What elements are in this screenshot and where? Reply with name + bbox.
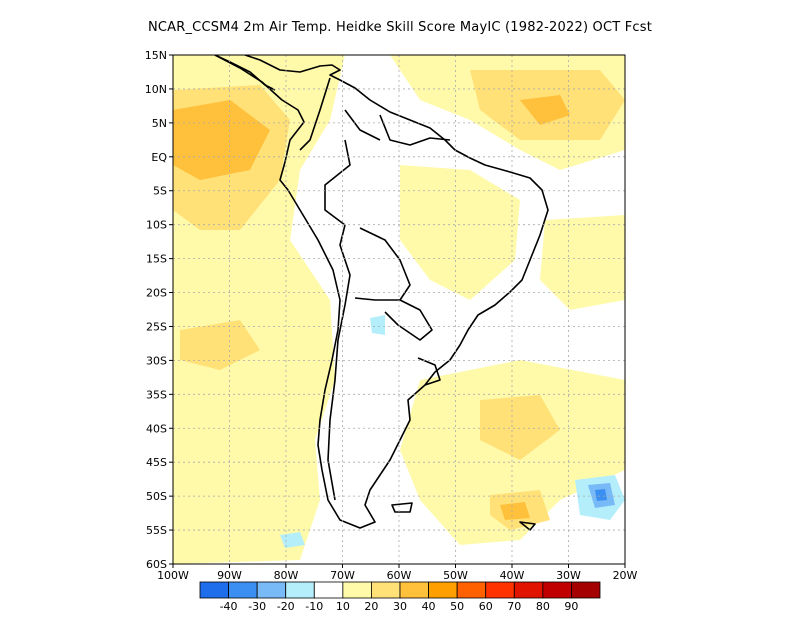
colorbar-swatch (399, 581, 429, 599)
shading-10-20-central-atlantic (540, 215, 625, 310)
colorbar-swatch (342, 581, 372, 599)
colorbar-label: 50 (450, 600, 464, 613)
skill-score-field (173, 55, 625, 564)
border-chile-argentina (327, 304, 346, 501)
colorbar-label: 10 (336, 600, 350, 613)
lat-label-5n: 5N (152, 117, 167, 130)
lat-label-20s: 20S (146, 287, 167, 300)
lat-label-15n: 15N (145, 49, 167, 62)
lat-label-30s: 30S (146, 354, 167, 367)
lon-label-90w: 90W (217, 569, 242, 582)
colorbar-swatch (313, 581, 344, 599)
border-uruguay (417, 357, 441, 386)
shading-30-40-south-atlantic (500, 502, 530, 520)
colorbar: -40 -30 -20 -10 10 20 30 40 50 60 70 80 90 (199, 581, 601, 613)
colorbar-swatch (428, 581, 458, 599)
border-venezuela (344, 109, 381, 141)
lon-label-70w: 70W (330, 569, 355, 582)
colorbar-label: 60 (479, 600, 493, 613)
lon-label-80w: 80W (274, 569, 299, 582)
colorbar-label: 80 (536, 600, 550, 613)
latitude-labels: 15N 10N 5N EQ 5S 10S 15S 20S 25S 30S 35S 40S 45S 50S 5… (145, 49, 173, 571)
coastline-south-georgia (519, 521, 536, 531)
border-guianas (379, 114, 451, 146)
lon-label-60w: 60W (387, 569, 412, 582)
lat-label-25s: 25S (146, 320, 167, 333)
lat-label-5s: 5S (153, 185, 167, 198)
shading-20-30-south-atlantic (480, 395, 560, 460)
map-title: NCAR_CCSM4 2m Air Temp. Heidke Skill Sco… (147, 20, 653, 35)
lon-label-40w: 40W (500, 569, 525, 582)
colorbar-swatch (256, 581, 287, 599)
colorbar-label: 90 (564, 600, 578, 613)
colorbar-swatch (285, 581, 315, 599)
colorbar-swatch (371, 581, 401, 599)
lat-label-55s: 55S (146, 524, 167, 537)
lon-label-30w: 30W (556, 569, 581, 582)
coastline-central-america (214, 55, 276, 91)
colorbar-swatch (485, 581, 515, 599)
lat-label-35s: 35S (146, 388, 167, 401)
colorbar-swatch (542, 581, 572, 599)
colorbar-swatch (228, 581, 258, 599)
lat-label-60s: 60S (146, 558, 167, 571)
colorbar-swatch (571, 581, 601, 599)
lat-label-10s: 10S (146, 219, 167, 232)
lat-label-15s: 15S (146, 253, 167, 266)
shading-neg10-20-argentina (370, 315, 385, 335)
shading-30-40-east-atlantic (520, 95, 570, 125)
colorbar-label: 70 (507, 600, 521, 613)
colorbar-label: 20 (364, 600, 378, 613)
lat-lon-gridlines (173, 55, 625, 564)
border-paraguay (384, 299, 433, 341)
border-colombia (299, 77, 331, 151)
colorbar-label: -10 (305, 600, 323, 613)
shading-30-40-pacific (173, 100, 270, 180)
lat-label-45s: 45S (146, 456, 167, 469)
lon-label-100w: 100W (157, 569, 189, 582)
shading-10-20-brazil (400, 165, 520, 300)
lon-label-50w: 50W (443, 569, 468, 582)
coastline-falklands (391, 502, 413, 513)
lat-label-40s: 40S (146, 422, 167, 435)
longitude-labels: 100W 90W 80W 70W 60W 50W 40W 30W 20W (157, 564, 638, 582)
lat-label-50s: 50S (146, 490, 167, 503)
colorbar-swatch (513, 581, 544, 599)
colorbar-label: -20 (277, 600, 295, 613)
lat-label-10n: 10N (145, 83, 167, 96)
colorbar-swatch (199, 581, 229, 599)
colorbar-label: 30 (393, 600, 407, 613)
lon-label-20w: 20W (613, 569, 638, 582)
colorbar-swatch (456, 581, 487, 599)
colorbar-label: -40 (220, 600, 238, 613)
lat-label-eq: EQ (151, 151, 167, 164)
border-bolivia-brazil (354, 227, 411, 301)
shading-20-30-southwest-pacific (180, 320, 260, 370)
shading-neg30-40-south-atlantic (595, 489, 607, 501)
colorbar-label: -30 (248, 600, 266, 613)
colorbar-label: 40 (422, 600, 436, 613)
